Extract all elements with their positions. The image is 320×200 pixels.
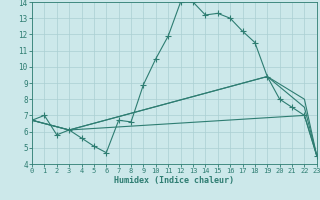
X-axis label: Humidex (Indice chaleur): Humidex (Indice chaleur) — [115, 176, 234, 185]
